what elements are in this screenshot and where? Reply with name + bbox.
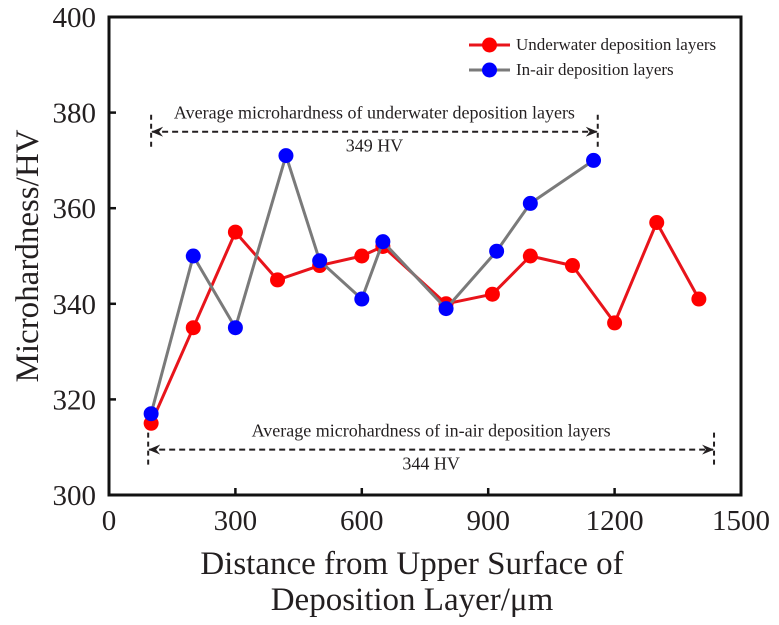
y-axis-title: Microhardness/HV <box>10 129 46 382</box>
annotation-value: 344 HV <box>402 454 460 474</box>
average-annotation: Average microhardness of underwater depo… <box>150 103 599 156</box>
data-point <box>607 315 623 331</box>
data-point <box>438 301 454 317</box>
data-point <box>354 291 370 307</box>
legend-label: Underwater deposition layers <box>516 35 716 54</box>
annotation-label: Average microhardness of in-air depositi… <box>252 421 611 441</box>
data-point <box>522 195 538 211</box>
y-tick-label: 300 <box>53 480 97 512</box>
data-point <box>354 248 370 264</box>
data-point <box>143 406 159 422</box>
plot-frame <box>107 15 743 497</box>
series-line <box>149 154 595 415</box>
average-annotation: Average microhardness of in-air depositi… <box>147 421 716 474</box>
annotation-label: Average microhardness of underwater depo… <box>174 103 575 123</box>
data-point <box>586 152 602 168</box>
y-tick-label: 340 <box>53 289 97 321</box>
legend-entry: In-air deposition layers <box>469 60 674 79</box>
legend-marker <box>482 37 497 53</box>
x-axis-title-line-2: Deposition Layer/μm <box>271 582 554 618</box>
x-tick-label: 300 <box>214 505 258 537</box>
data-point <box>649 215 665 231</box>
data-point <box>489 243 505 259</box>
data-point <box>484 286 500 302</box>
y-tick-label: 380 <box>53 98 97 130</box>
data-point <box>691 291 707 307</box>
data-point <box>185 320 201 336</box>
data-point <box>564 258 580 274</box>
x-tick-label: 0 <box>102 505 117 537</box>
legend-label: In-air deposition layers <box>516 60 674 79</box>
data-point <box>278 148 294 164</box>
series-in-air <box>143 148 602 422</box>
data-point <box>227 224 243 240</box>
x-axis-title-line-1: Distance from Upper Surface of <box>200 546 623 582</box>
series-underwater <box>143 215 707 431</box>
x-tick-label: 1500 <box>712 505 770 537</box>
y-tick-label: 400 <box>53 2 97 34</box>
data-point <box>522 248 538 264</box>
legend-entry: Underwater deposition layers <box>469 35 716 54</box>
data-point <box>375 234 391 250</box>
annotation-value: 349 HV <box>346 136 404 156</box>
x-tick-label: 600 <box>340 505 384 537</box>
legend: Underwater deposition layers In-air depos… <box>469 35 716 79</box>
y-tick-label: 320 <box>53 384 97 416</box>
y-tick-label: 360 <box>53 193 97 225</box>
x-tick-label: 900 <box>466 505 510 537</box>
x-tick-label: 1200 <box>586 505 644 537</box>
data-point <box>270 272 286 288</box>
series-group <box>143 148 707 431</box>
annotations: Average microhardness of underwater depo… <box>147 103 716 474</box>
data-point <box>185 248 201 264</box>
axis-ticks <box>109 111 616 495</box>
legend-marker <box>482 62 497 78</box>
data-point <box>312 253 328 269</box>
data-point <box>227 320 243 336</box>
